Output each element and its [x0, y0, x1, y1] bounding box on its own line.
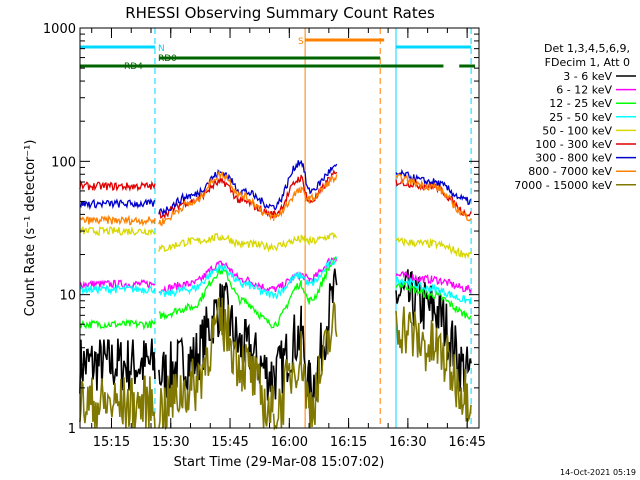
- series-7000-15000-segment-3: [272, 302, 338, 431]
- series-25-50-segment-3: [272, 256, 338, 300]
- series-300-800-segment-2: [158, 168, 274, 217]
- plot-frame: [79, 27, 480, 429]
- series-300-800: [79, 160, 472, 217]
- series-25-50: [79, 256, 472, 305]
- footer-timestamp: 14-Oct-2021 05:19: [560, 468, 636, 477]
- series-50-100: [79, 225, 472, 260]
- flag-label-n: N: [158, 44, 165, 54]
- series-50-100-segment-2: [158, 232, 275, 253]
- series-7000-15000: [79, 296, 472, 431]
- series-50-100-segment-3: [273, 232, 338, 252]
- series-800-7000-segment-2: [158, 169, 274, 227]
- legend-label-25-50: 25 - 50 keV: [549, 111, 612, 124]
- series-800-7000-segment-4: [395, 173, 472, 222]
- series-800-7000: [79, 169, 472, 227]
- series-12-25-segment-4: [395, 281, 472, 321]
- x-tick-label: 15:45: [211, 435, 248, 450]
- y-tick-label: 10: [59, 289, 76, 304]
- series-25-50-segment-4: [395, 276, 472, 305]
- legend-label-300-800: 300 - 800 keV: [535, 152, 612, 165]
- legend-label-7000-15000: 7000 - 15000 keV: [514, 179, 612, 192]
- flag-label-s: S: [298, 37, 304, 47]
- series-100-300-segment-2: [158, 176, 275, 220]
- legend-label-100-300: 100 - 300 keV: [535, 138, 612, 151]
- y-axis-label: Count Rate (s⁻¹ detector⁻¹): [23, 140, 38, 317]
- flag-label-rd0: RD0: [158, 54, 177, 64]
- legend: Det 1,3,4,5,6,9, FDecim 1, Att 0 3 - 6 k…: [514, 42, 636, 192]
- x-tick-label: 15:15: [93, 435, 130, 450]
- x-tick-label: 16:15: [330, 435, 367, 450]
- series-12-25: [79, 256, 472, 331]
- series-25-50-segment-2: [158, 262, 275, 299]
- series-300-800-segment-4: [395, 168, 472, 206]
- series-6-12-segment-2: [158, 260, 275, 294]
- series-3-6-segment-1: [79, 338, 156, 394]
- legend-label-800-7000: 800 - 7000 keV: [528, 165, 612, 178]
- series-300-800-segment-3: [272, 160, 338, 211]
- legend-label-12-25: 12 - 25 keV: [549, 97, 612, 110]
- legend-label-6-12: 6 - 12 keV: [556, 84, 612, 97]
- x-tick-label: 15:30: [152, 435, 189, 450]
- legend-header-line-1: Det 1,3,4,5,6,9,: [544, 42, 630, 55]
- legend-label-3-6: 3 - 6 keV: [563, 70, 612, 83]
- series-7000-15000-segment-4: [395, 306, 472, 424]
- x-axis-label: Start Time (29-Mar-08 15:07:02): [174, 455, 385, 470]
- legend-header-line-2: FDecim 1, Att 0: [545, 56, 630, 69]
- series-100-300-segment-1: [79, 180, 156, 192]
- flag-label-rd4: RD4: [124, 62, 143, 72]
- series-6-12-segment-4: [395, 270, 472, 295]
- series-100-300-segment-3: [272, 169, 338, 218]
- chart-title: RHESSI Observing Summary Count Rates: [125, 4, 435, 22]
- series-6-12-segment-1: [79, 278, 156, 290]
- series-12-25-segment-2: [158, 265, 274, 329]
- series-50-100-segment-4: [395, 236, 472, 260]
- series-7000-15000-segment-2: [158, 296, 275, 431]
- series-100-300: [79, 169, 472, 220]
- series-3-6-segment-2: [158, 282, 275, 401]
- series-50-100-segment-1: [79, 225, 156, 237]
- x-tick-label: 16:30: [389, 435, 426, 450]
- x-tick-label: 16:00: [271, 435, 308, 450]
- y-tick-label: 1000: [43, 22, 76, 37]
- series-800-7000-segment-3: [272, 174, 338, 222]
- x-tick-label: 16:45: [448, 435, 485, 450]
- series-800-7000-segment-1: [79, 214, 156, 227]
- y-tick-label: 100: [51, 155, 76, 170]
- series-7000-15000-segment-1: [79, 375, 156, 429]
- series-300-800-segment-1: [79, 198, 156, 211]
- series-12-25-segment-1: [79, 318, 156, 331]
- y-tick-label: 1: [68, 422, 76, 437]
- series-12-25-segment-3: [272, 256, 337, 329]
- series-25-50-segment-1: [79, 283, 156, 296]
- legend-label-50-100: 50 - 100 keV: [542, 124, 612, 137]
- axes-layer: 1 10 100 1000 15:15 15:30 15:45 16:00 16:15 16:30…: [43, 22, 486, 450]
